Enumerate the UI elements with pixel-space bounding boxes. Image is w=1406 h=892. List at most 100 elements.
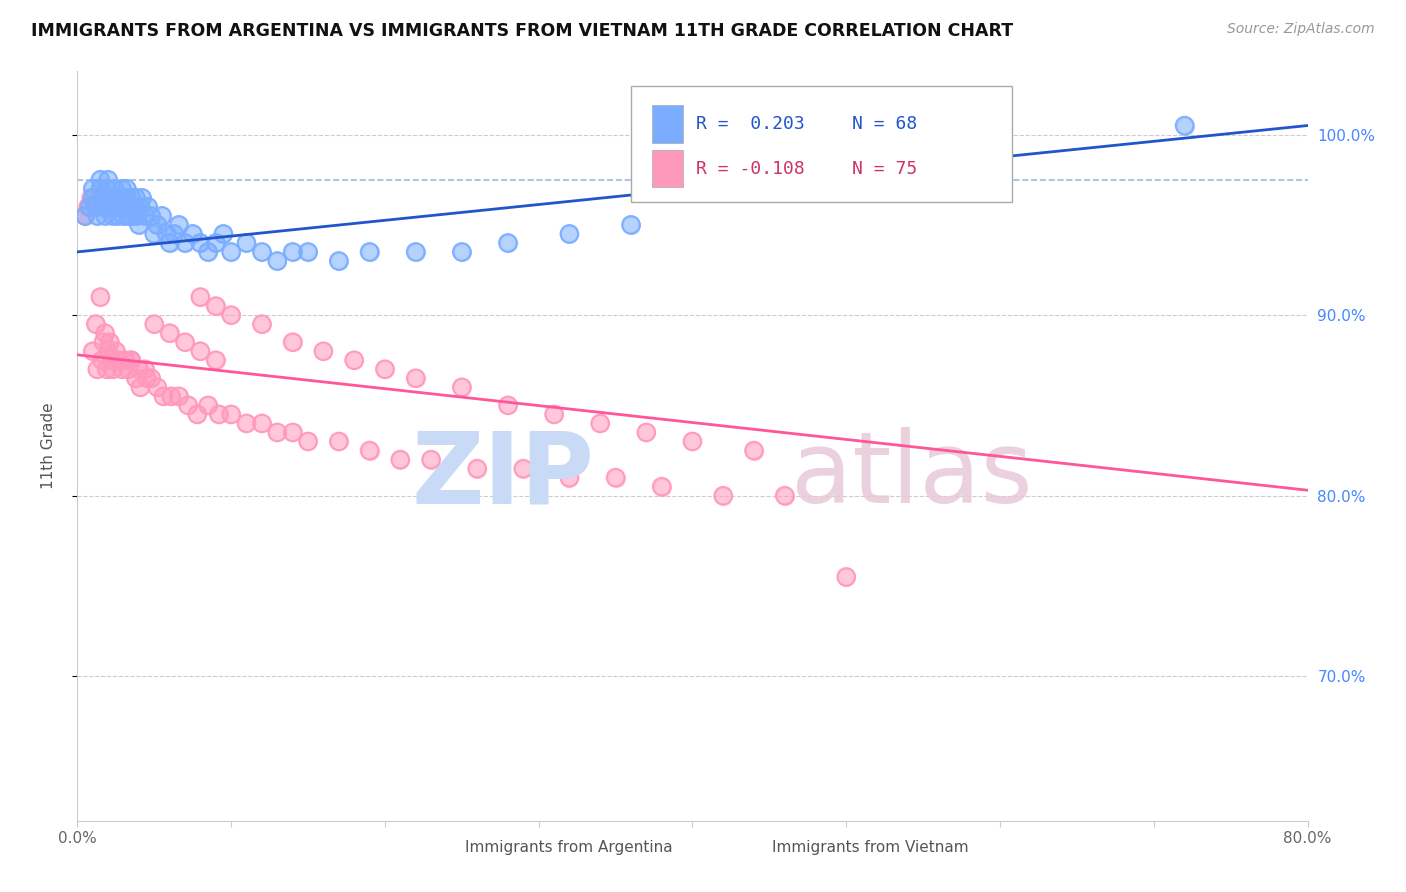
Point [120, 353, 142, 368]
Point [94, 209, 117, 223]
Point [141, 371, 163, 385]
Point [128, 218, 150, 232]
Point [129, 380, 152, 394]
Point [682, 434, 704, 449]
Point [108, 200, 131, 214]
Point [111, 362, 134, 376]
Point [186, 408, 208, 422]
Point [96, 182, 118, 196]
Point [188, 290, 212, 304]
Point [219, 408, 242, 422]
Point [82, 182, 104, 196]
Point [605, 470, 627, 484]
Point [112, 200, 135, 214]
Point [97, 344, 120, 359]
Point [79, 200, 101, 214]
Point [117, 362, 139, 376]
Point [146, 218, 169, 232]
Point [143, 227, 166, 241]
Point [89, 172, 111, 186]
Point [208, 408, 231, 422]
Point [82, 344, 104, 359]
Point [93, 335, 115, 350]
Point [204, 353, 226, 368]
Point [97, 344, 120, 359]
Point [281, 335, 304, 350]
Point [134, 209, 156, 223]
Point [114, 353, 136, 368]
Point [127, 209, 149, 223]
Point [174, 235, 197, 250]
Point [94, 326, 117, 340]
Point [100, 200, 122, 214]
Point [82, 182, 104, 196]
Point [159, 235, 181, 250]
Point [328, 254, 350, 268]
Point [129, 200, 152, 214]
Point [450, 244, 472, 259]
Point [114, 191, 136, 205]
Point [111, 362, 134, 376]
Point [266, 425, 288, 440]
Point [297, 244, 319, 259]
Point [131, 191, 153, 205]
Point [84, 317, 107, 331]
Point [86, 209, 108, 223]
Text: R = -0.108: R = -0.108 [696, 160, 804, 178]
Point [219, 244, 242, 259]
Bar [652, 150, 683, 187]
Point [141, 209, 163, 223]
Point [620, 218, 643, 232]
Point [120, 191, 142, 205]
Point [155, 227, 177, 241]
Point [312, 344, 335, 359]
Point [835, 570, 858, 584]
Point [188, 344, 212, 359]
Point [405, 244, 427, 259]
Point [80, 191, 103, 205]
Point [742, 443, 765, 458]
Point [90, 353, 114, 368]
Point [136, 200, 159, 214]
Point [186, 408, 208, 422]
Point [297, 434, 319, 449]
Point [89, 172, 111, 186]
Point [121, 209, 143, 223]
Point [266, 254, 288, 268]
Point [120, 353, 142, 368]
Point [120, 191, 142, 205]
Point [96, 362, 118, 376]
Point [711, 489, 734, 503]
Point [773, 489, 796, 503]
Point [204, 235, 226, 250]
Point [90, 353, 114, 368]
Point [359, 244, 381, 259]
Point [104, 344, 127, 359]
Point [120, 353, 142, 368]
Point [235, 235, 257, 250]
Point [112, 200, 135, 214]
Point [163, 227, 186, 241]
Point [835, 570, 858, 584]
Point [297, 434, 319, 449]
Point [389, 452, 412, 467]
Point [150, 209, 173, 223]
Point [188, 344, 212, 359]
Point [773, 489, 796, 503]
Point [181, 227, 204, 241]
Point [80, 191, 103, 205]
Point [112, 209, 135, 223]
Bar [427, 839, 456, 855]
Point [101, 209, 124, 223]
Point [188, 235, 212, 250]
Point [558, 227, 581, 241]
Point [212, 227, 235, 241]
Point [281, 244, 304, 259]
Point [711, 489, 734, 503]
Point [141, 209, 163, 223]
Point [125, 371, 148, 385]
Bar [652, 105, 683, 143]
Point [146, 218, 169, 232]
Point [605, 470, 627, 484]
Point [682, 434, 704, 449]
